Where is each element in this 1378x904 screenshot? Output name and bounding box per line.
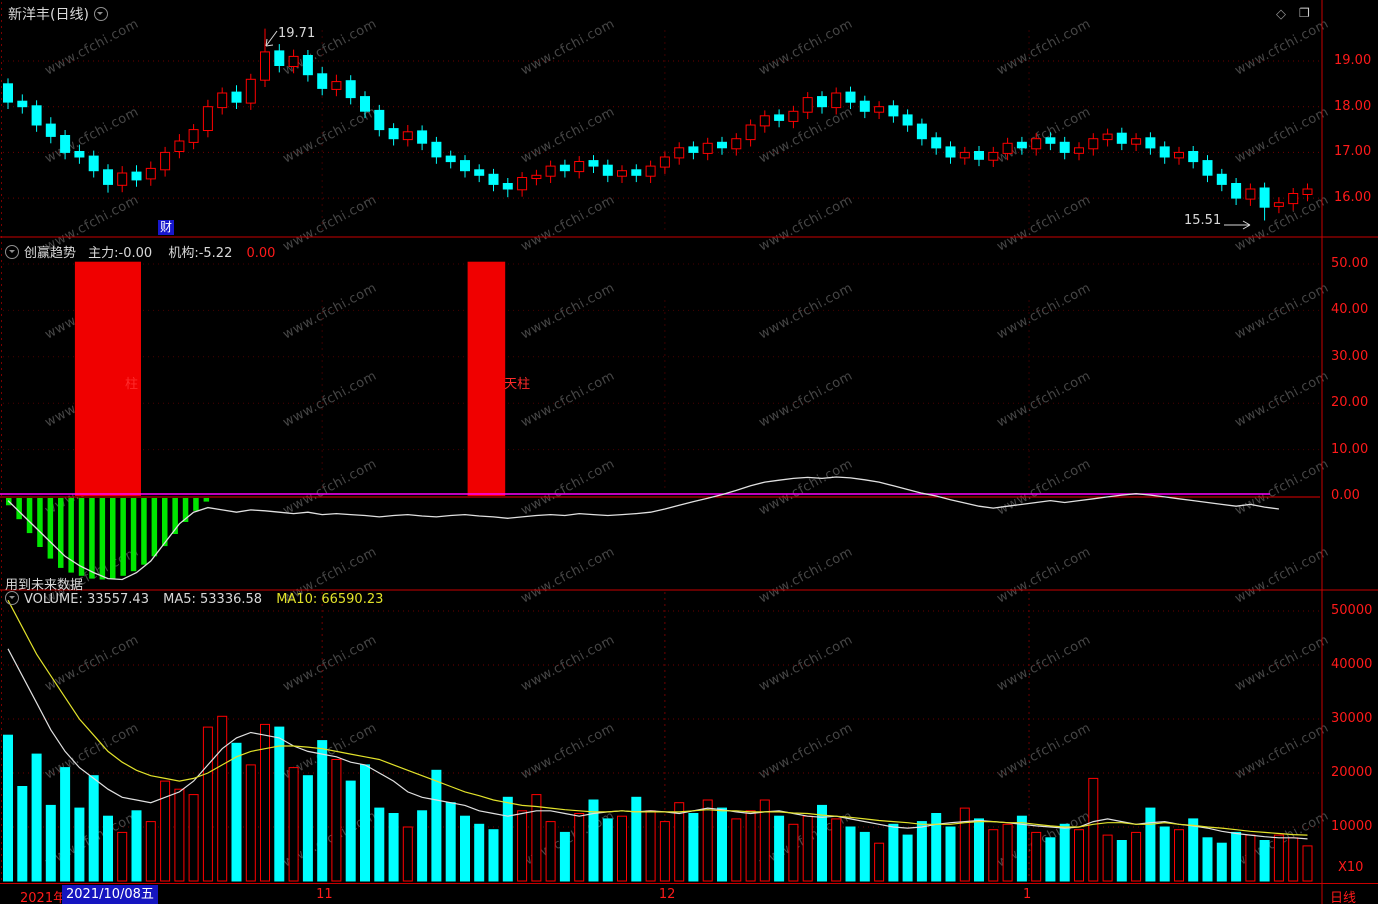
news-badge[interactable]: 财 bbox=[158, 220, 175, 235]
low-annotation: 15.51 bbox=[1184, 213, 1222, 228]
volume-value: VOLUME: 33557.43 bbox=[24, 592, 149, 607]
volume-axis-label: 30000 bbox=[1331, 711, 1373, 726]
date-cursor: 2021/10/08五 bbox=[62, 885, 158, 904]
pillar-label: 柱 bbox=[125, 377, 139, 392]
indicator-axis-label: 10.00 bbox=[1331, 441, 1369, 457]
price-axis-label: 17.00 bbox=[1334, 144, 1372, 160]
x10-unit-label: X10 bbox=[1338, 860, 1364, 875]
indicator-header: 创赢趋势 主力:-0.00 机构:-5.22 0.00 bbox=[5, 242, 275, 261]
future-data-note: 用到未来数据 bbox=[5, 578, 84, 593]
indicator-axis-label: 50.00 bbox=[1331, 256, 1369, 271]
indicator-extra-value: 0.00 bbox=[246, 246, 276, 261]
indicator-axis-label: 30.00 bbox=[1331, 348, 1369, 364]
indicator-inst-value: 机构:-5.22 bbox=[168, 246, 233, 261]
period-label[interactable]: 日线 bbox=[1330, 891, 1357, 904]
price-axis-label: 18.00 bbox=[1334, 98, 1372, 114]
volume-axis-label: 10000 bbox=[1331, 819, 1373, 834]
volume-axis-label: 40000 bbox=[1331, 657, 1373, 672]
date-axis-start-label: 2021年1 bbox=[20, 891, 75, 904]
symbol-title: 新洋丰(日线) bbox=[8, 7, 89, 23]
volume-ma5-value: MA5: 53336.58 bbox=[163, 592, 263, 607]
volume-ma10-value: MA10: 66590.23 bbox=[276, 592, 384, 607]
status-bar: 2021年1 2021/10/08五 日线 bbox=[0, 885, 1378, 904]
volume-axis-label: 50000 bbox=[1331, 603, 1373, 618]
month-label: 11 bbox=[316, 887, 333, 902]
price-axis-label: 19.00 bbox=[1334, 53, 1372, 68]
symbol-dropdown-icon[interactable] bbox=[93, 7, 108, 21]
indicator-main-value: 主力:-0.00 bbox=[88, 246, 153, 261]
indicator-axis-label: 0.00 bbox=[1331, 488, 1360, 503]
diamond-icon[interactable]: ◇ bbox=[1276, 7, 1286, 22]
volume-collapse-icon[interactable] bbox=[5, 591, 19, 605]
indicator-collapse-icon[interactable] bbox=[5, 245, 19, 259]
indicator-axis-label: 40.00 bbox=[1331, 302, 1369, 318]
volume-header: VOLUME: 33557.43 MA5: 53336.58 MA10: 665… bbox=[5, 591, 383, 607]
title-bar: 新洋丰(日线) bbox=[8, 4, 108, 24]
indicator-name: 创赢趋势 bbox=[24, 246, 77, 261]
month-label: 12 bbox=[658, 887, 676, 902]
month-label: 1 bbox=[1023, 887, 1032, 902]
price-axis-label: 16.00 bbox=[1334, 190, 1372, 206]
volume-axis-label: 20000 bbox=[1331, 765, 1373, 780]
indicator-axis-label: 20.00 bbox=[1331, 395, 1369, 411]
high-annotation: 19.71 bbox=[278, 26, 316, 41]
pillar-label: 天柱 bbox=[504, 377, 531, 392]
window-icon[interactable]: ❐ bbox=[1299, 6, 1310, 20]
